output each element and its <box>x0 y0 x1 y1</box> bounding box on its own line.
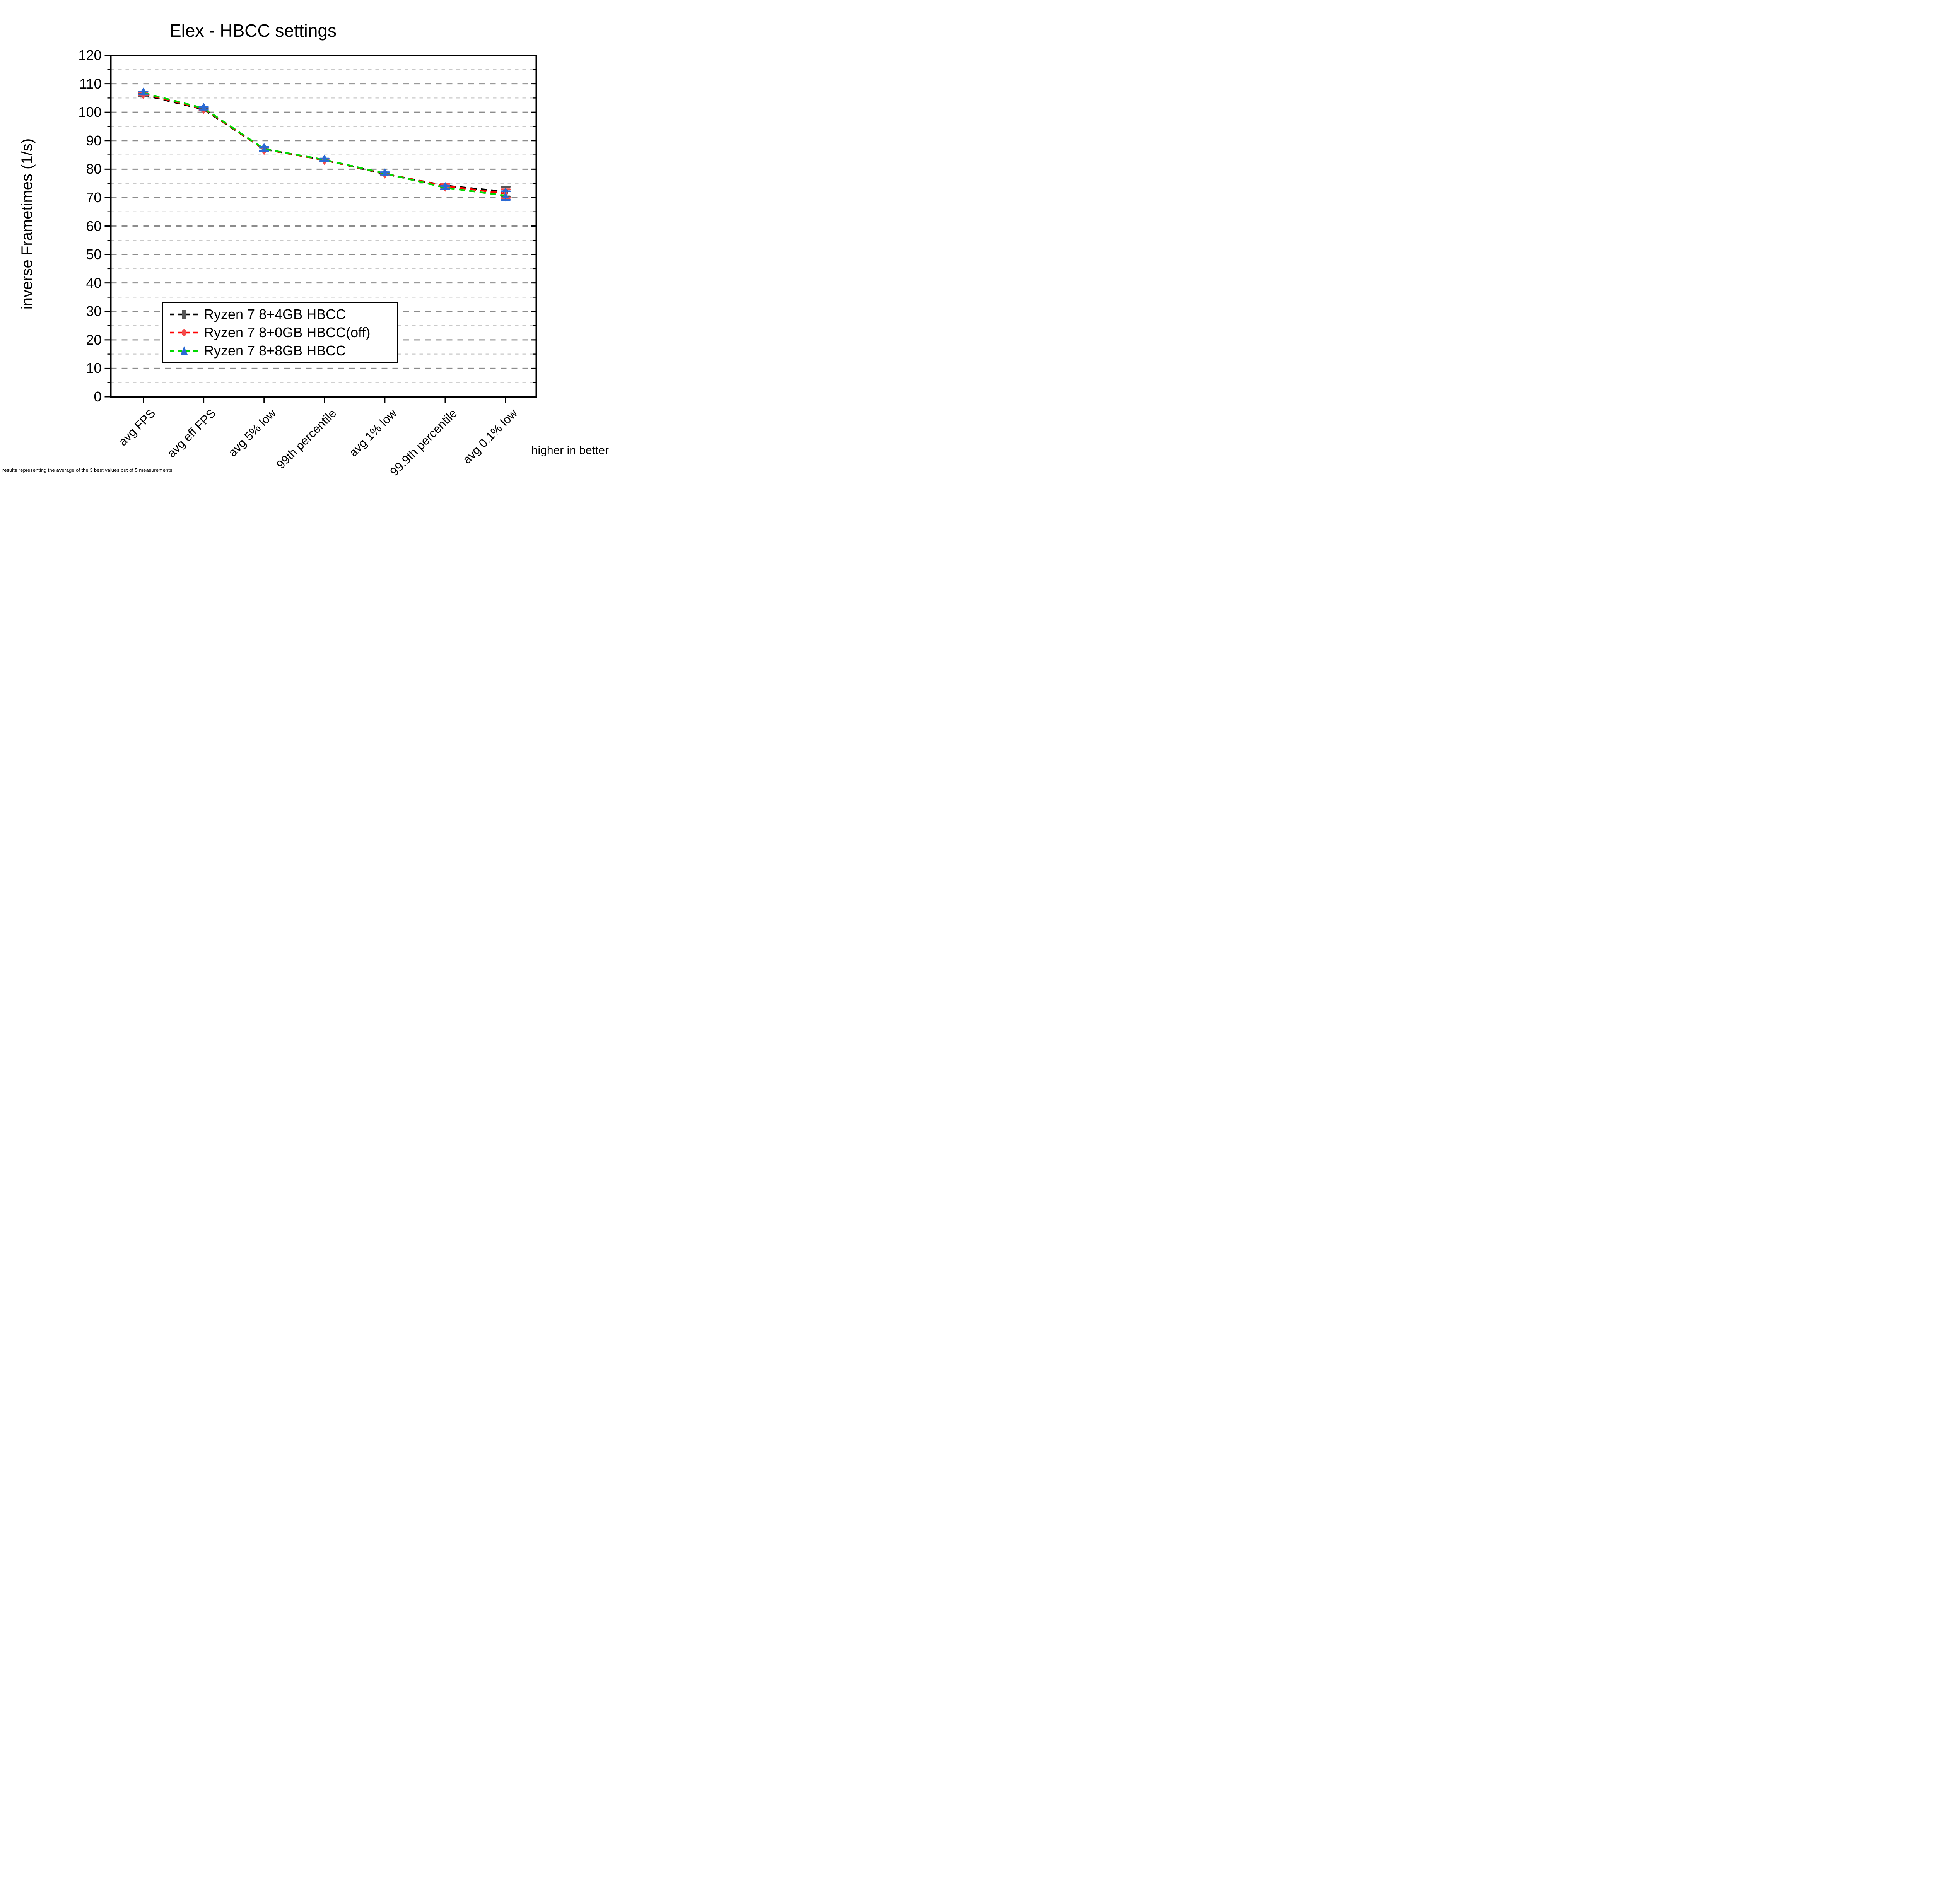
legend-label: Ryzen 7 8+4GB HBCC <box>204 306 346 322</box>
error-bar-cap <box>501 186 511 188</box>
data-point-marker <box>140 90 147 96</box>
error-bar-arrow-up <box>503 187 508 191</box>
error-bar-arrow-down <box>382 175 387 179</box>
chart-canvas: Elex - HBCC settings inverse Frametimes … <box>0 0 622 476</box>
data-point-marker <box>502 192 509 198</box>
error-bar-arrow-up <box>443 182 448 186</box>
legend-marker-triangle <box>181 346 188 355</box>
error-bar-cap <box>501 190 511 193</box>
error-bar-arrow-up <box>261 143 267 147</box>
legend-item: Ryzen 7 8+8GB HBCC <box>169 342 397 359</box>
error-bar-arrow-down <box>322 161 327 165</box>
data-point-marker <box>381 170 388 176</box>
y-axis-title: inverse Frametimes (1/s) <box>19 138 36 310</box>
legend-sample-circle <box>170 329 198 336</box>
error-bar-arrow-up <box>141 87 146 91</box>
legend-marker-circle <box>182 329 186 336</box>
legend-marker-square <box>182 309 186 319</box>
data-point-marker <box>442 184 449 190</box>
legend-label: Ryzen 7 8+0GB HBCC(off) <box>204 324 371 340</box>
legend-sample-square <box>170 309 198 319</box>
legend-item: Ryzen 7 8+4GB HBCC <box>169 306 397 323</box>
legend-item: Ryzen 7 8+0GB HBCC(off) <box>169 324 397 341</box>
legend-sample-triangle <box>170 346 198 355</box>
series-line <box>143 94 506 193</box>
error-bar-arrow-up <box>382 168 387 172</box>
error-bar-arrow-down <box>141 96 146 99</box>
data-point-marker <box>200 105 207 111</box>
error-bar-arrow-up <box>201 103 206 107</box>
higher-is-better-note: higher in better <box>531 444 609 457</box>
error-bar-arrow-down <box>261 151 267 155</box>
legend: Ryzen 7 8+4GB HBCC Ryzen 7 8+0GB HBCC(off… <box>162 302 398 363</box>
legend-label: Ryzen 7 8+8GB HBCC <box>204 342 346 359</box>
measurement-footnote: results representing the average of the … <box>2 467 173 473</box>
data-point-marker <box>261 146 268 152</box>
plot-area <box>104 55 537 403</box>
error-bar-arrow-down <box>201 111 206 114</box>
error-bar-cap <box>501 199 511 201</box>
chart-title: Elex - HBCC settings <box>169 20 337 41</box>
error-bar-arrow-up <box>322 155 327 159</box>
data-point-marker <box>321 157 328 162</box>
